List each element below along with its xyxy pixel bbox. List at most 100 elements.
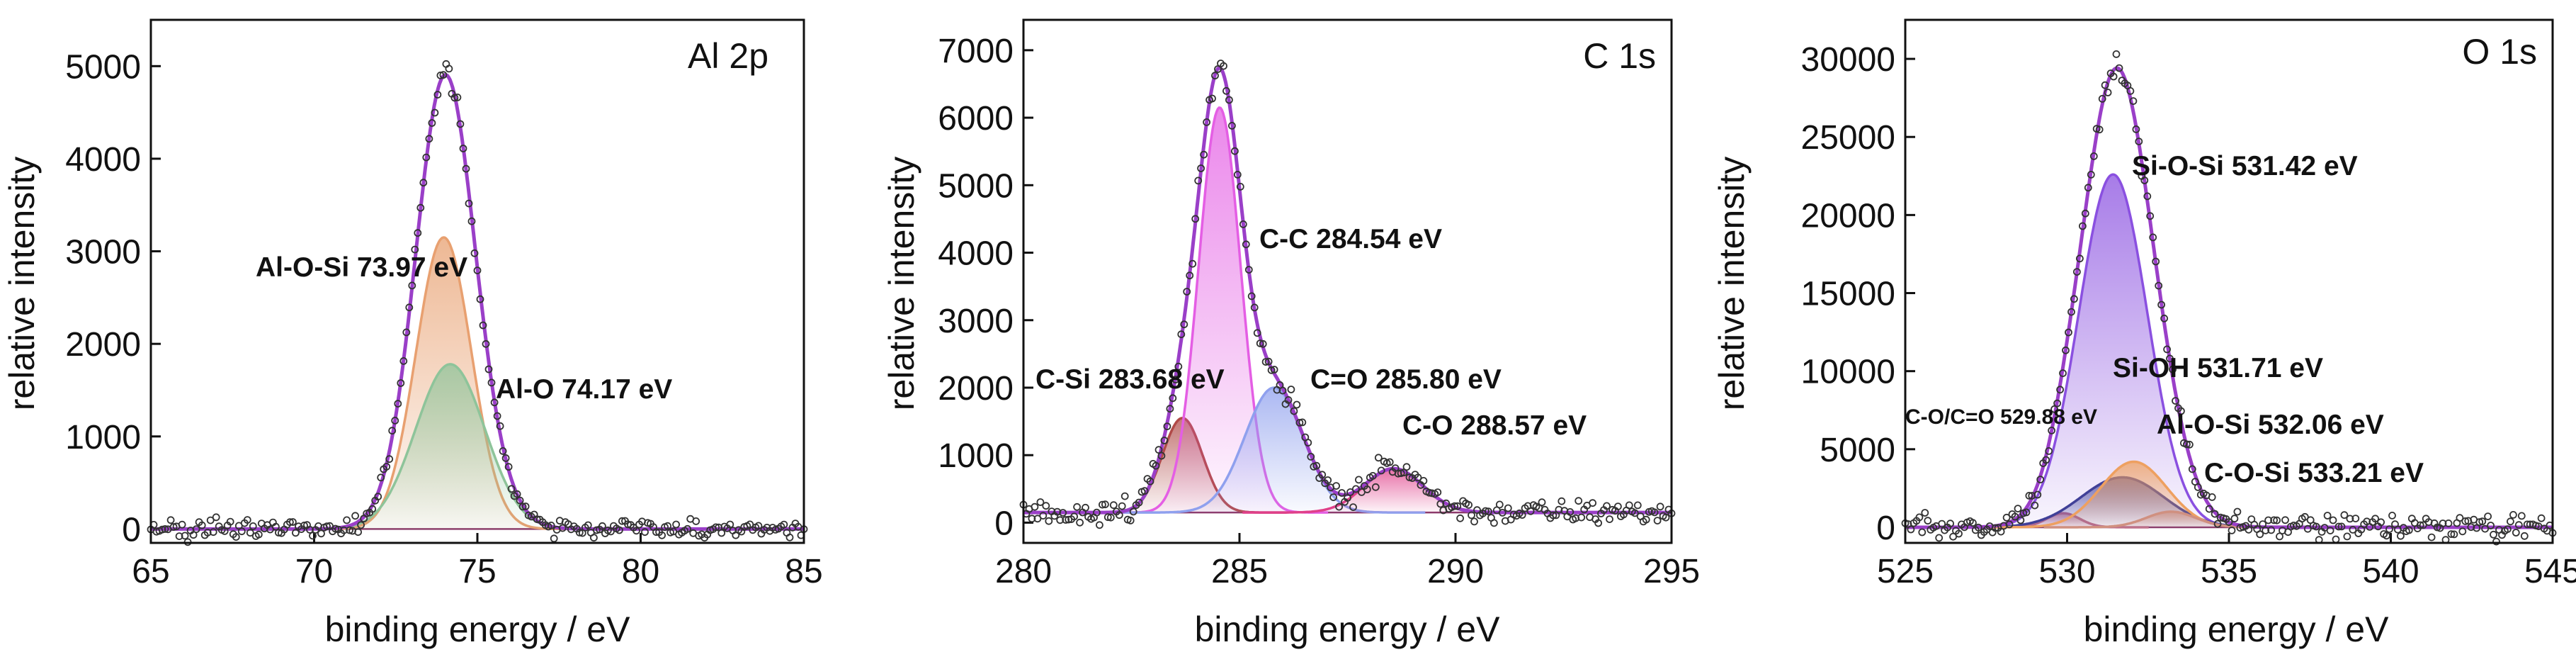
data-point [1284, 396, 1293, 404]
y-tick-label: 15000 [1801, 276, 1895, 313]
data-point [1538, 498, 1546, 507]
data-point [1287, 386, 1295, 393]
data-point [516, 496, 524, 505]
data-point [2262, 527, 2270, 534]
x-axis-title: binding energy / eV [2084, 610, 2390, 649]
data-point [1577, 513, 1586, 522]
data-point [1157, 451, 1166, 460]
data-point [2075, 254, 2084, 263]
data-point [2087, 170, 2095, 179]
data-point [2517, 512, 2526, 520]
panel-title: C 1s [1583, 36, 1656, 76]
data-point [1363, 485, 1371, 493]
data-point [632, 527, 640, 535]
data-point [2011, 512, 2019, 521]
peak-label-al-o-si: Al-O-Si 532.06 eV [2157, 410, 2384, 440]
data-point [394, 400, 402, 408]
data-point [652, 528, 660, 537]
data-point [2042, 456, 2050, 464]
data-point [249, 522, 257, 530]
data-point [2048, 427, 2056, 434]
plot-frame [1022, 18, 1673, 544]
data-point [2267, 526, 2276, 534]
data-point [436, 72, 445, 79]
data-point [425, 135, 433, 143]
data-point [1211, 72, 1219, 80]
data-point [1039, 512, 1048, 520]
data-point [1062, 516, 1070, 524]
peak-label-si-o-si: Si-O-Si 531.42 eV [2132, 151, 2358, 181]
data-point [2273, 516, 2281, 524]
data-point [2149, 233, 2157, 242]
data-point [169, 523, 178, 531]
data-point [672, 520, 680, 529]
data-point [1261, 358, 1270, 366]
data-point [479, 321, 487, 330]
data-point [2109, 72, 2118, 81]
data-point [1180, 320, 1188, 329]
data-point [1385, 458, 1394, 466]
data-point [1968, 519, 1977, 527]
data-point [465, 199, 473, 208]
data-point [2098, 94, 2106, 103]
data-point [618, 517, 626, 525]
data-point [493, 412, 501, 420]
data-point [2419, 521, 2427, 529]
data-point [2172, 397, 2179, 405]
data-point [2512, 529, 2520, 537]
data-point [1233, 170, 1242, 179]
data-point [1033, 515, 1042, 523]
data-point [1242, 240, 1250, 249]
data-point [1377, 466, 1385, 475]
data-point [2146, 212, 2155, 220]
data-point [717, 529, 726, 537]
plot-area: 525 530 535 540 545 0 5000 10000 15000 20000 25000… [1801, 41, 2576, 590]
data-point [2104, 89, 2112, 96]
peak-label-c-o-si: C-O-Si 533.21 eV [2204, 458, 2424, 488]
data-point [323, 522, 331, 530]
data-point [382, 463, 391, 471]
data-point [2461, 517, 2470, 525]
data-point [300, 522, 308, 529]
data-point [2473, 524, 2481, 532]
panel-title: Al 2p [688, 36, 768, 76]
data-point [1470, 517, 1478, 526]
data-point [2300, 512, 2309, 521]
data-point [1434, 488, 1442, 496]
data-point [2132, 125, 2140, 133]
peak-label-c-o-c-double-o: C-O/C=O 529.88 eV [1905, 405, 2097, 429]
data-point [226, 517, 234, 526]
data-point [1495, 500, 1504, 509]
data-point [1225, 96, 1233, 104]
panel-title: O 1s [2462, 32, 2537, 72]
data-point [1484, 507, 1492, 516]
data-point [2351, 515, 2360, 522]
data-point [2509, 511, 2517, 519]
data-point [2537, 514, 2546, 522]
data-point [1103, 513, 1112, 522]
x-tick-label: 285 [1211, 553, 1268, 590]
plot-area: 65 70 75 80 85 0 1000 2000 3000 4000 5000 [65, 48, 822, 590]
data-point [1220, 62, 1227, 70]
data-point [2208, 493, 2216, 501]
data-point [1955, 529, 1963, 538]
data-point [2230, 515, 2239, 523]
data-point [2323, 512, 2332, 520]
data-point [2383, 532, 2390, 540]
data-point [518, 502, 527, 511]
data-point [2396, 532, 2405, 540]
data-point [1991, 524, 1999, 532]
data-point [726, 520, 734, 529]
data-point [1465, 501, 1473, 509]
data-point [1298, 418, 1307, 427]
data-point [1096, 521, 1103, 529]
y-tick-label: 2000 [65, 326, 141, 364]
data-point [1171, 376, 1180, 383]
data-point [1625, 501, 1633, 510]
data-point [354, 528, 363, 537]
data-point [1194, 176, 1203, 185]
data-point [575, 529, 584, 537]
data-point [2312, 522, 2320, 531]
data-point [1250, 303, 1259, 312]
y-tick-label: 5000 [65, 48, 141, 86]
